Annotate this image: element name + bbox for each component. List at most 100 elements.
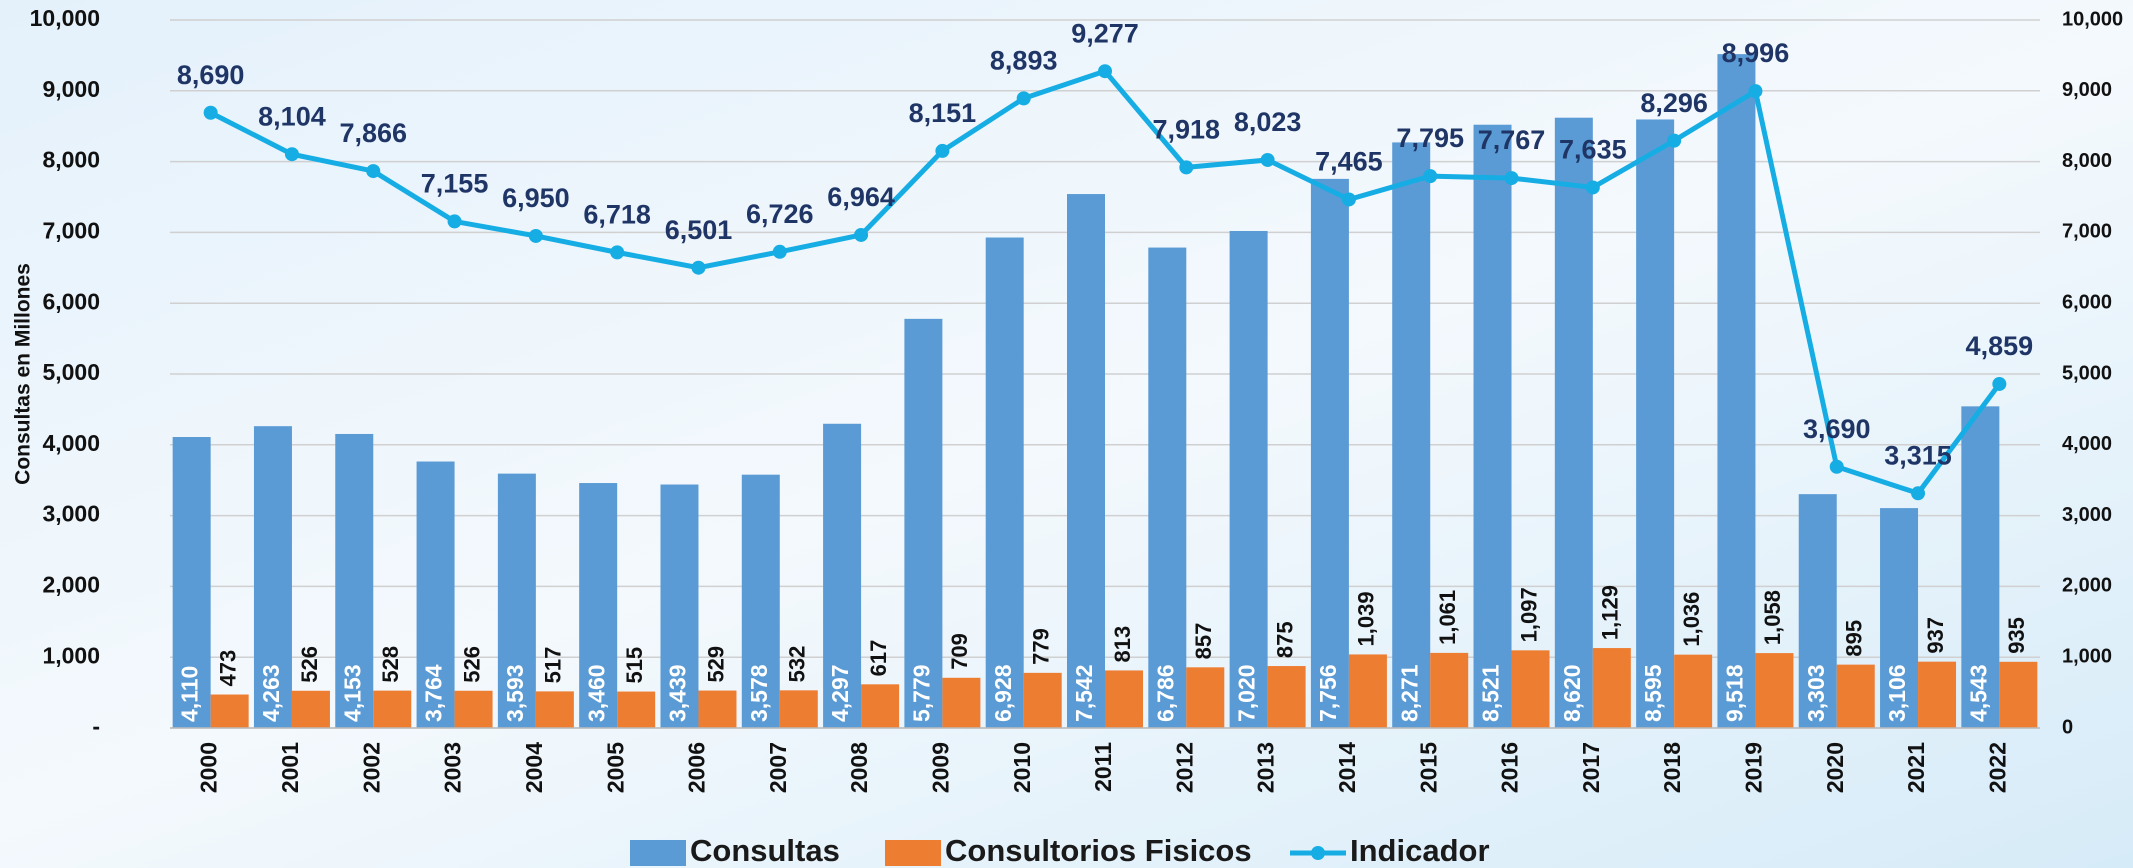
legend-swatch (885, 840, 941, 866)
x-tick-label: 2016 (1497, 742, 1523, 793)
bar (942, 677, 981, 728)
bar-value-label: 4,110 (177, 666, 203, 722)
x-tick-label: 2011 (1090, 742, 1116, 792)
y-tick-label: 7,000 (42, 217, 100, 243)
bar (1674, 654, 1713, 728)
bar-value-label: 709 (947, 633, 972, 670)
line-marker (1667, 133, 1682, 148)
line-marker (284, 147, 299, 162)
point-value-label: 3,690 (1803, 414, 1871, 444)
bar (1473, 124, 1512, 729)
bar-value-label: 779 (1029, 628, 1054, 665)
bar-value-label: 529 (703, 646, 728, 683)
bar (1229, 230, 1268, 728)
bar-value-label: 1,058 (1760, 590, 1785, 645)
x-tick-label: 2005 (602, 742, 628, 793)
y2-tick-label: 8,000 (2062, 150, 2112, 172)
y2-tick-label: 4,000 (2062, 433, 2112, 455)
y-tick-label: 10,000 (30, 5, 100, 31)
bar (823, 423, 862, 728)
point-value-label: 8,104 (258, 101, 326, 131)
bar (861, 684, 900, 728)
bar-value-label: 1,061 (1435, 590, 1460, 645)
bar-value-label: 617 (866, 640, 891, 677)
bar (1918, 661, 1957, 728)
line-marker (1911, 486, 1926, 501)
x-tick-label: 2012 (1171, 742, 1197, 793)
y-tick-label: 6,000 (42, 288, 100, 314)
x-tick-label: 2013 (1253, 742, 1279, 793)
bar (335, 433, 374, 728)
y2-tick-label: 5,000 (2062, 362, 2112, 384)
bar (1999, 661, 2038, 728)
bar (741, 474, 780, 728)
bar-value-label: 4,543 (1965, 664, 1991, 722)
bar (1267, 666, 1306, 728)
bar (660, 484, 699, 728)
bar-value-label: 528 (378, 646, 403, 683)
bar (579, 483, 618, 728)
legend-swatch (630, 840, 686, 866)
point-value-label: 8,893 (990, 46, 1058, 76)
point-value-label: 8,996 (1722, 38, 1790, 68)
bar (1636, 119, 1675, 728)
bar-value-label: 4,263 (258, 664, 284, 722)
point-value-label: 7,866 (339, 118, 407, 148)
x-tick-label: 2022 (1984, 742, 2010, 793)
bar (1186, 667, 1225, 728)
y-tick-label: 9,000 (42, 76, 100, 102)
bar-value-label: 4,297 (827, 664, 853, 722)
x-tick-label: 2009 (927, 742, 953, 793)
point-value-label: 7,465 (1315, 147, 1383, 177)
bar-value-label: 3,460 (583, 664, 609, 722)
point-value-label: 7,155 (421, 169, 489, 199)
bar-value-label: 517 (541, 647, 566, 684)
point-value-label: 3,315 (1884, 440, 1952, 470)
point-value-label: 6,501 (665, 215, 733, 245)
x-tick-label: 2017 (1578, 742, 1604, 793)
x-tick-label: 2018 (1659, 742, 1685, 793)
bar (172, 437, 211, 728)
bar-value-label: 937 (1923, 617, 1948, 654)
y2-tick-label: 3,000 (2062, 504, 2112, 526)
line-marker (528, 228, 543, 243)
x-tick-label: 2001 (277, 742, 303, 793)
bar-value-label: 895 (1842, 620, 1867, 657)
bar (1961, 406, 2000, 728)
x-tick-label: 2000 (196, 742, 222, 793)
bar (1067, 194, 1105, 729)
bar-value-label: 8,620 (1559, 664, 1585, 722)
bar-value-label: 4,153 (339, 664, 365, 722)
x-tick-label: 2006 (684, 742, 710, 793)
point-value-label: 7,918 (1153, 115, 1221, 145)
bar-value-label: 3,593 (502, 664, 528, 722)
bar (1348, 654, 1387, 728)
bar-value-label: 3,106 (1884, 664, 1910, 722)
bar-value-label: 7,020 (1234, 664, 1260, 722)
line-marker (691, 260, 706, 275)
bar (1023, 672, 1062, 728)
bar (210, 694, 249, 728)
y-tick-label: 2,000 (42, 571, 100, 597)
line-marker (366, 164, 381, 179)
point-value-label: 6,964 (827, 182, 895, 212)
point-value-label: 7,635 (1559, 135, 1627, 165)
bar-value-label: 8,595 (1640, 664, 1666, 722)
line-marker (1748, 84, 1763, 99)
bar-value-label: 8,521 (1478, 664, 1504, 722)
point-value-label: 4,859 (1966, 331, 2034, 361)
y-tick-label: 5,000 (42, 359, 100, 385)
y2-tick-label: 6,000 (2062, 291, 2112, 313)
x-tick-label: 2008 (846, 742, 872, 793)
bar-value-label: 1,129 (1598, 585, 1623, 640)
legend-label: Indicador (1350, 833, 1490, 868)
bar (1836, 664, 1875, 728)
bar (253, 426, 292, 728)
x-tick-label: 2019 (1741, 742, 1767, 793)
line-marker (935, 143, 950, 158)
bar (1430, 652, 1469, 728)
legend-label: Consultas (690, 833, 840, 868)
point-value-label: 9,277 (1071, 18, 1139, 48)
x-tick-label: 2021 (1903, 742, 1929, 793)
point-value-label: 7,767 (1478, 125, 1546, 155)
